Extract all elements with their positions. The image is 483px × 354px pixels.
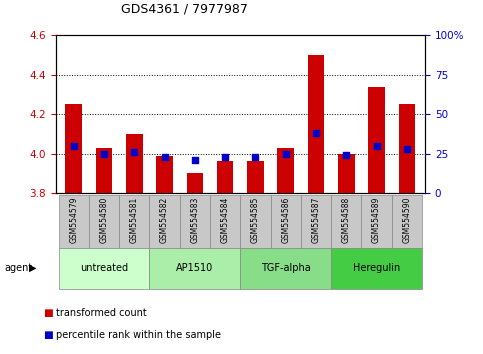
Bar (58, 248, 149, 289)
Text: GSM554589: GSM554589 (372, 197, 381, 244)
Bar (361, 195, 392, 248)
Text: AP1510: AP1510 (176, 263, 213, 273)
Bar (247, 161, 264, 193)
Text: GSM554587: GSM554587 (312, 197, 321, 244)
Bar (217, 161, 233, 193)
Point (221, 154, 229, 160)
Point (191, 157, 199, 163)
Bar (156, 155, 173, 193)
Bar (331, 248, 422, 289)
Text: GSM554590: GSM554590 (402, 197, 412, 244)
Bar (368, 87, 385, 193)
Text: ▶: ▶ (29, 263, 37, 273)
Bar (58, 195, 89, 248)
Point (100, 151, 108, 156)
Bar (65, 104, 82, 193)
Bar (331, 195, 361, 248)
Text: GSM554588: GSM554588 (342, 197, 351, 243)
Text: GSM554586: GSM554586 (281, 197, 290, 244)
Point (130, 149, 138, 155)
Text: ■: ■ (43, 330, 53, 339)
Bar (308, 55, 325, 193)
Text: GSM554585: GSM554585 (251, 197, 260, 244)
Bar (241, 248, 331, 289)
Text: GSM554581: GSM554581 (130, 197, 139, 243)
Bar (277, 148, 294, 193)
Point (282, 151, 290, 156)
Point (342, 152, 350, 158)
Bar (180, 195, 210, 248)
Text: Heregulin: Heregulin (353, 263, 400, 273)
Bar (270, 195, 301, 248)
Bar (96, 148, 113, 193)
Point (70, 143, 78, 148)
Bar (301, 195, 331, 248)
Text: percentile rank within the sample: percentile rank within the sample (56, 330, 221, 339)
Point (252, 154, 259, 160)
Bar (149, 195, 180, 248)
Point (403, 146, 411, 152)
Text: GDS4361 / 7977987: GDS4361 / 7977987 (121, 3, 248, 16)
Bar (186, 173, 203, 193)
Text: GSM554582: GSM554582 (160, 197, 169, 243)
Text: transformed count: transformed count (56, 308, 146, 318)
Text: GSM554580: GSM554580 (99, 197, 109, 244)
Bar (119, 195, 149, 248)
Bar (398, 104, 415, 193)
Point (161, 154, 169, 160)
Point (373, 143, 381, 148)
Bar (241, 195, 270, 248)
Bar (392, 195, 422, 248)
Text: GSM554579: GSM554579 (69, 197, 78, 244)
Text: agent: agent (5, 263, 33, 273)
Point (312, 130, 320, 136)
Bar (210, 195, 241, 248)
Bar (338, 154, 355, 193)
Text: ■: ■ (43, 308, 53, 318)
Text: TGF-alpha: TGF-alpha (261, 263, 311, 273)
Bar (89, 195, 119, 248)
Bar (149, 248, 241, 289)
Text: untreated: untreated (80, 263, 128, 273)
Bar (126, 134, 142, 193)
Text: GSM554584: GSM554584 (221, 197, 229, 244)
Text: GSM554583: GSM554583 (190, 197, 199, 244)
